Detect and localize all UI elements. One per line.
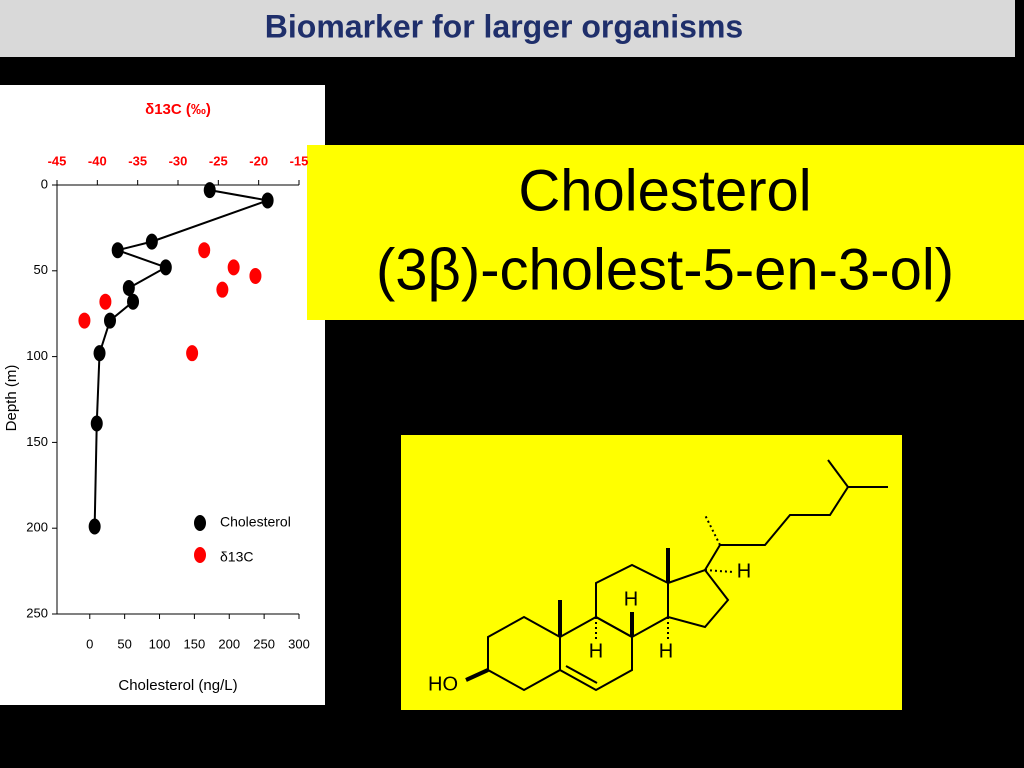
x2-axis-title: δ13C (‰) [145, 101, 211, 118]
atom-label: H [624, 588, 638, 610]
x2-tick-label: -45 [48, 153, 67, 168]
point [261, 192, 274, 209]
point [216, 281, 229, 298]
point [90, 415, 103, 432]
point [127, 293, 140, 310]
point [78, 312, 91, 329]
x2-tick-label: -20 [249, 153, 268, 168]
y-axis-title: Depth (m) [3, 365, 20, 432]
y-tick-label: 100 [26, 348, 48, 363]
point [99, 293, 112, 310]
header-title: Biomarker for larger organisms [265, 8, 743, 44]
atom-label: H [589, 640, 603, 662]
callout-line: Cholesterol [518, 158, 811, 223]
x-tick-label: 100 [149, 636, 171, 651]
point [186, 345, 199, 362]
x-tick-label: 250 [253, 636, 275, 651]
chart-panel [0, 85, 325, 705]
x2-tick-label: -15 [290, 153, 309, 168]
y-tick-label: 0 [41, 176, 48, 191]
point [88, 518, 101, 535]
point [111, 242, 124, 259]
callout-box [307, 145, 1024, 320]
x-tick-label: 200 [218, 636, 240, 651]
point [104, 312, 117, 329]
y-tick-label: 150 [26, 434, 48, 449]
point [93, 345, 106, 362]
y-tick-label: 200 [26, 520, 48, 535]
atom-label: H [659, 640, 673, 662]
point [198, 242, 211, 259]
legend-label: Cholesterol [220, 514, 291, 530]
x2-tick-label: -35 [128, 153, 147, 168]
callout-line: (3β)-cholest-5-en-3-ol) [376, 237, 954, 302]
point [145, 233, 158, 250]
x-tick-label: 150 [184, 636, 206, 651]
x-tick-label: 50 [117, 636, 131, 651]
x2-tick-label: -30 [169, 153, 188, 168]
x-tick-label: 0 [86, 636, 93, 651]
header-bar [0, 0, 1015, 57]
molecule [465, 459, 888, 692]
atom-label: HO [428, 673, 458, 695]
y-tick-label: 250 [26, 605, 48, 620]
x-axis-title: Cholesterol (ng/L) [118, 677, 237, 694]
point [227, 259, 240, 276]
point [122, 279, 135, 296]
atom-label: H [737, 560, 751, 582]
point [249, 267, 262, 284]
y-tick-label: 50 [34, 262, 48, 277]
legend-marker [194, 515, 206, 531]
legend-marker [194, 547, 206, 563]
structure-box [401, 435, 902, 710]
legend-label: δ13C [220, 549, 253, 565]
point [203, 182, 216, 199]
point [159, 259, 172, 276]
x2-tick-label: -25 [209, 153, 228, 168]
x-tick-label: 300 [288, 636, 310, 651]
x2-tick-label: -40 [88, 153, 107, 168]
